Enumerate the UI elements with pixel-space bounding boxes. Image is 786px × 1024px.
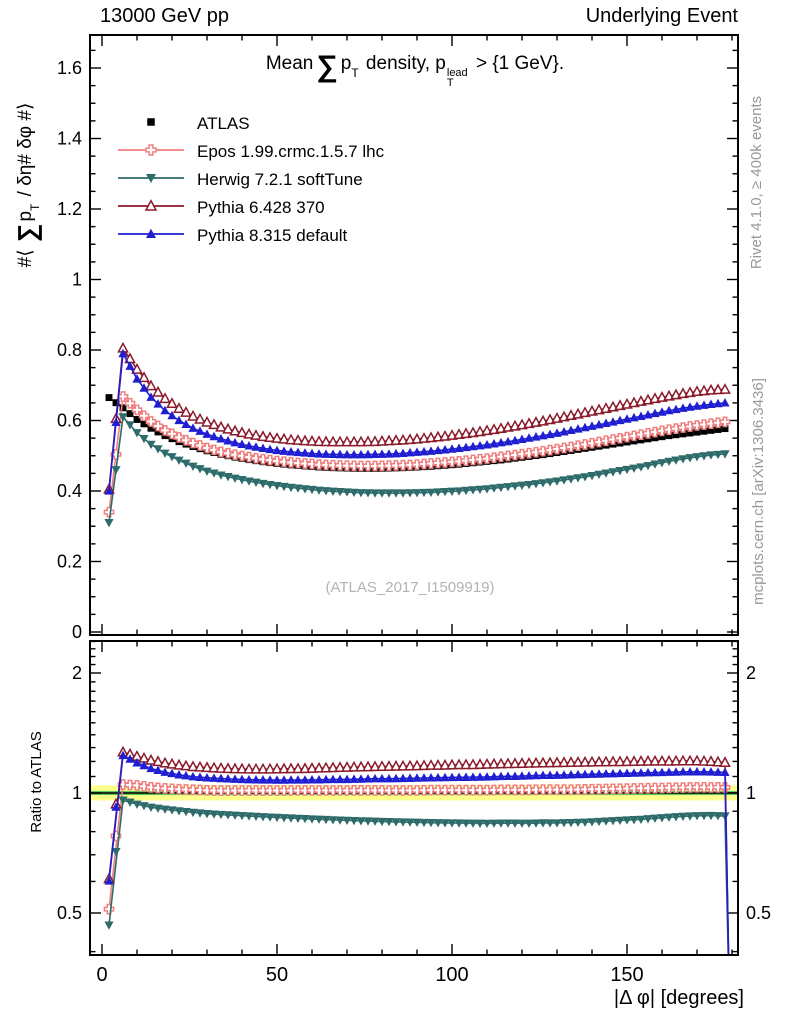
y-axis-title-ratio: Ratio to ATLAS [28, 731, 45, 833]
legend-item-epos: Epos 1.99.crmc.1.5.7 lhc [115, 138, 384, 166]
analysis-id-watermark: (ATLAS_2017_I1509919) [325, 579, 495, 596]
svg-text:1: 1 [72, 270, 82, 290]
svg-text:0.4: 0.4 [57, 481, 82, 501]
series-main-herwig [104, 413, 730, 528]
y-axis-title-main: #⟨ ∑pT / δη# δφ #⟩ [12, 102, 42, 268]
series-ratio-pythia [103, 745, 731, 955]
svg-text:2: 2 [72, 663, 82, 683]
rivet-version-note: Rivet 4.1.0, ≥ 400k events [748, 95, 765, 270]
svg-text:0: 0 [96, 964, 107, 986]
legend-marker-pythia6 [115, 195, 187, 222]
svg-text:0.6: 0.6 [57, 411, 82, 431]
svg-text:0.8: 0.8 [57, 340, 82, 360]
legend-item-pythia8: Pythia 8.315 default [115, 222, 384, 250]
series-ratio-epos [103, 779, 731, 955]
ratio-panel-frame [89, 640, 739, 956]
svg-text:0.2: 0.2 [57, 552, 82, 572]
svg-text:2: 2 [746, 663, 756, 683]
sum-symbol: ∑ [316, 50, 338, 83]
svg-text:1.4: 1.4 [57, 129, 82, 149]
legend: ATLAS Epos 1.99.crmc.1.5.7 lhc Herwig 7.… [115, 110, 384, 250]
legend-item-atlas: ATLAS [115, 110, 384, 138]
x-axis-title: |Δ φ| [degrees] [613, 987, 744, 1009]
svg-text:0.5: 0.5 [746, 903, 771, 923]
series-main-pythia [103, 341, 731, 494]
legend-item-herwig: Herwig 7.2.1 softTune [115, 166, 384, 194]
series-main-pythia [104, 348, 730, 495]
legend-marker-herwig [115, 167, 187, 194]
header-analysis-group: Underlying Event [585, 5, 738, 27]
mcplots-arxiv-note: mcplots.cern.ch [arXiv:1306.3436] [750, 378, 767, 605]
svg-text:1: 1 [72, 783, 82, 803]
title-text: Mean [265, 53, 314, 74]
legend-item-pythia6: Pythia 6.428 370 [115, 194, 384, 222]
svg-text:0: 0 [72, 622, 82, 642]
pt-lead-stack: lead T [446, 67, 468, 89]
title-pt: p [340, 53, 352, 74]
svg-text:1.6: 1.6 [57, 58, 82, 78]
svg-text:100: 100 [435, 964, 468, 986]
legend-marker-pythia8 [115, 223, 187, 250]
svg-text:150: 150 [610, 964, 643, 986]
header-beam-energy: 13000 GeV pp [100, 5, 229, 27]
legend-marker-atlas [115, 111, 187, 138]
svg-text:1: 1 [746, 783, 756, 803]
svg-text:0.5: 0.5 [57, 903, 82, 923]
plot-title: Mean ∑ pT density, p lead T > {1 GeV}. [265, 50, 565, 89]
axes: 0 50 100 150 0 0.2 0.4 0.6 0.8 1 1.2 1.4 1.6 0.5 0.5 1 1… [57, 35, 771, 986]
series-ratio-herwig [104, 796, 730, 955]
svg-text:1.2: 1.2 [57, 199, 82, 219]
series-ratio-pythia [104, 750, 730, 955]
svg-text:50: 50 [266, 964, 288, 986]
legend-marker-epos [115, 139, 187, 166]
main-panel-frame [89, 34, 739, 636]
